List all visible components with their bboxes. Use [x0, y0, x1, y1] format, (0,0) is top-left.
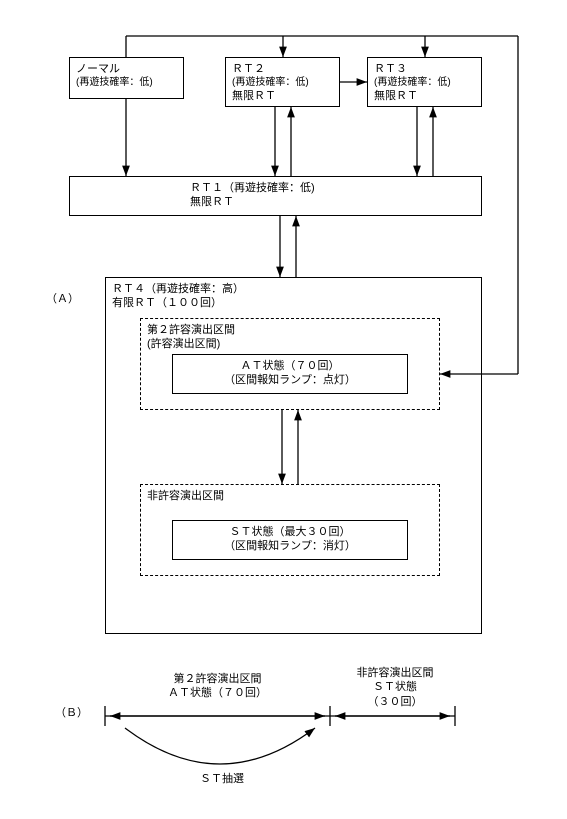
rt3-line2: (再遊技確率：低)	[374, 76, 475, 89]
at-line1: ＡＴ状態（７０回）	[179, 359, 401, 373]
section2-title2: (許容演出区間)	[147, 337, 433, 351]
tl-right3: （３０回）	[335, 695, 455, 709]
non-perm-title: 非許容演出区間	[147, 489, 433, 503]
normal-line2: (再遊技確率：低)	[76, 76, 177, 89]
tl-right-label: 非許容演出区間 ＳＴ状態 （３０回）	[335, 666, 455, 709]
rt3-box: ＲＴ３ (再遊技確率：低) 無限ＲＴ	[367, 57, 482, 107]
rt1-line1: ＲＴ１（再遊技確率：低)	[190, 181, 475, 195]
rt2-line3: 無限ＲＴ	[232, 89, 333, 103]
rt3-line3: 無限ＲＴ	[374, 89, 475, 103]
tl-left1: 第２許容演出区間	[145, 672, 290, 686]
st-state-box: ＳＴ状態（最大３０回） （区間報知ランプ：消灯）	[172, 520, 408, 560]
a-label: （Ａ）	[46, 292, 79, 306]
tl-right1: 非許容演出区間	[335, 666, 455, 680]
normal-box: ノーマル (再遊技確率：低)	[69, 57, 184, 99]
tl-right2: ＳＴ状態	[335, 680, 455, 694]
tl-left2: ＡＴ状態（７０回）	[145, 686, 290, 700]
at-state-box: ＡＴ状態（７０回） （区間報知ランプ：点灯）	[172, 354, 408, 394]
rt4-line2: 有限ＲＴ（１００回）	[112, 296, 475, 310]
section2-title1: 第２許容演出区間	[147, 323, 433, 337]
st-lottery-label: ＳＴ抽選	[200, 772, 244, 786]
rt3-line1: ＲＴ３	[374, 62, 475, 76]
rt1-line2: 無限ＲＴ	[190, 195, 475, 209]
tl-left-label: 第２許容演出区間 ＡＴ状態（７０回）	[145, 672, 290, 701]
rt1-box: ＲＴ１（再遊技確率：低) 無限ＲＴ	[69, 176, 482, 216]
normal-line1: ノーマル	[76, 62, 177, 76]
at-line2: （区間報知ランプ：点灯）	[179, 373, 401, 387]
rt2-box: ＲＴ２ (再遊技確率：低) 無限ＲＴ	[225, 57, 340, 107]
b-label: （Ｂ）	[55, 706, 88, 720]
rt2-line1: ＲＴ２	[232, 62, 333, 76]
st-line2: （区間報知ランプ：消灯）	[179, 539, 401, 553]
rt4-line1: ＲＴ４（再遊技確率：高）	[112, 282, 475, 296]
rt2-line2: (再遊技確率：低)	[232, 76, 333, 89]
st-line1: ＳＴ状態（最大３０回）	[179, 525, 401, 539]
